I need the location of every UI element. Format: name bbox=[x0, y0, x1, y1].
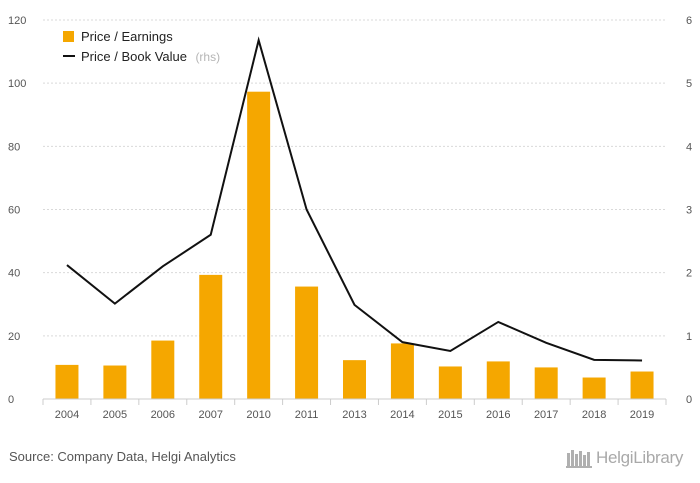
x-tick-label: 2014 bbox=[390, 409, 414, 421]
helgi-logo: HelgiLibrary bbox=[566, 446, 683, 470]
y-left-tick-label: 100 bbox=[8, 78, 26, 90]
x-tick-label: 2010 bbox=[246, 409, 270, 421]
x-tick-label: 2018 bbox=[582, 409, 606, 421]
pe-bar bbox=[247, 91, 271, 400]
pe-bar bbox=[151, 340, 175, 399]
pe-bar bbox=[630, 371, 654, 399]
legend-pbv-label: Price / Book Value (rhs) bbox=[81, 48, 220, 65]
y-right-tick-label: 4 bbox=[686, 141, 692, 153]
y-right-tick-label: 3 bbox=[686, 205, 692, 217]
x-tick-label: 2006 bbox=[151, 409, 175, 421]
pe-bar bbox=[343, 360, 366, 399]
x-tick-label: 2004 bbox=[55, 409, 79, 421]
pe-bars bbox=[55, 91, 654, 400]
legend-pbv-name: Price / Book Value bbox=[81, 49, 187, 64]
pe-bar bbox=[390, 343, 414, 399]
source-note: Source: Company Data, Helgi Analytics bbox=[9, 449, 236, 464]
x-tick-label: 2013 bbox=[342, 409, 366, 421]
pe-bar bbox=[486, 361, 510, 399]
pe-bar bbox=[582, 377, 606, 399]
pbv-line bbox=[66, 36, 643, 362]
axes: 0 20 40 60 80 100 120 0 1 2 3 4 5 6 2004 2005 2006 2007 20… bbox=[8, 15, 692, 421]
y-right-tick-label: 6 bbox=[686, 15, 692, 27]
gridlines bbox=[43, 19, 666, 337]
x-tick-label: 2015 bbox=[438, 409, 462, 421]
y-left-tick-label: 0 bbox=[8, 394, 14, 406]
y-left-tick-label: 80 bbox=[8, 141, 20, 153]
x-tick-label: 2016 bbox=[486, 409, 510, 421]
library-shelf-icon bbox=[566, 450, 592, 468]
pe-bar bbox=[438, 366, 462, 399]
x-tick-label: 2017 bbox=[534, 409, 558, 421]
logo-text: HelgiLibrary bbox=[596, 448, 684, 467]
x-tick-label: 2019 bbox=[630, 409, 654, 421]
pe-bar bbox=[199, 274, 223, 399]
x-tick-label: 2007 bbox=[198, 409, 222, 421]
y-left-tick-label: 40 bbox=[8, 268, 20, 280]
x-tick-label: 2011 bbox=[295, 409, 319, 421]
pe-bar bbox=[55, 364, 79, 399]
legend-bar-swatch bbox=[63, 31, 74, 42]
y-right-tick-label: 5 bbox=[686, 78, 692, 90]
pbv-polyline bbox=[66, 36, 643, 362]
pe-bar bbox=[534, 367, 558, 399]
pe-bar bbox=[103, 365, 127, 399]
y-right-tick-label: 1 bbox=[686, 331, 692, 343]
pe-bar bbox=[295, 286, 319, 399]
legend: Price / Earnings Price / Book Value (rhs… bbox=[63, 29, 220, 65]
y-left-tick-label: 20 bbox=[8, 331, 20, 343]
legend-pbv-suffix: (rhs) bbox=[195, 50, 220, 64]
x-tick-label: 2005 bbox=[103, 409, 127, 421]
y-right-tick-label: 2 bbox=[686, 268, 692, 280]
y-left-tick-label: 60 bbox=[8, 205, 20, 217]
y-left-tick-label: 120 bbox=[8, 15, 26, 27]
y-right-tick-label: 0 bbox=[686, 394, 692, 406]
chart: 0 20 40 60 80 100 120 0 1 2 3 4 5 6 2004 2005 2006 2007 20… bbox=[8, 15, 692, 421]
legend-pe-label: Price / Earnings bbox=[81, 29, 173, 44]
